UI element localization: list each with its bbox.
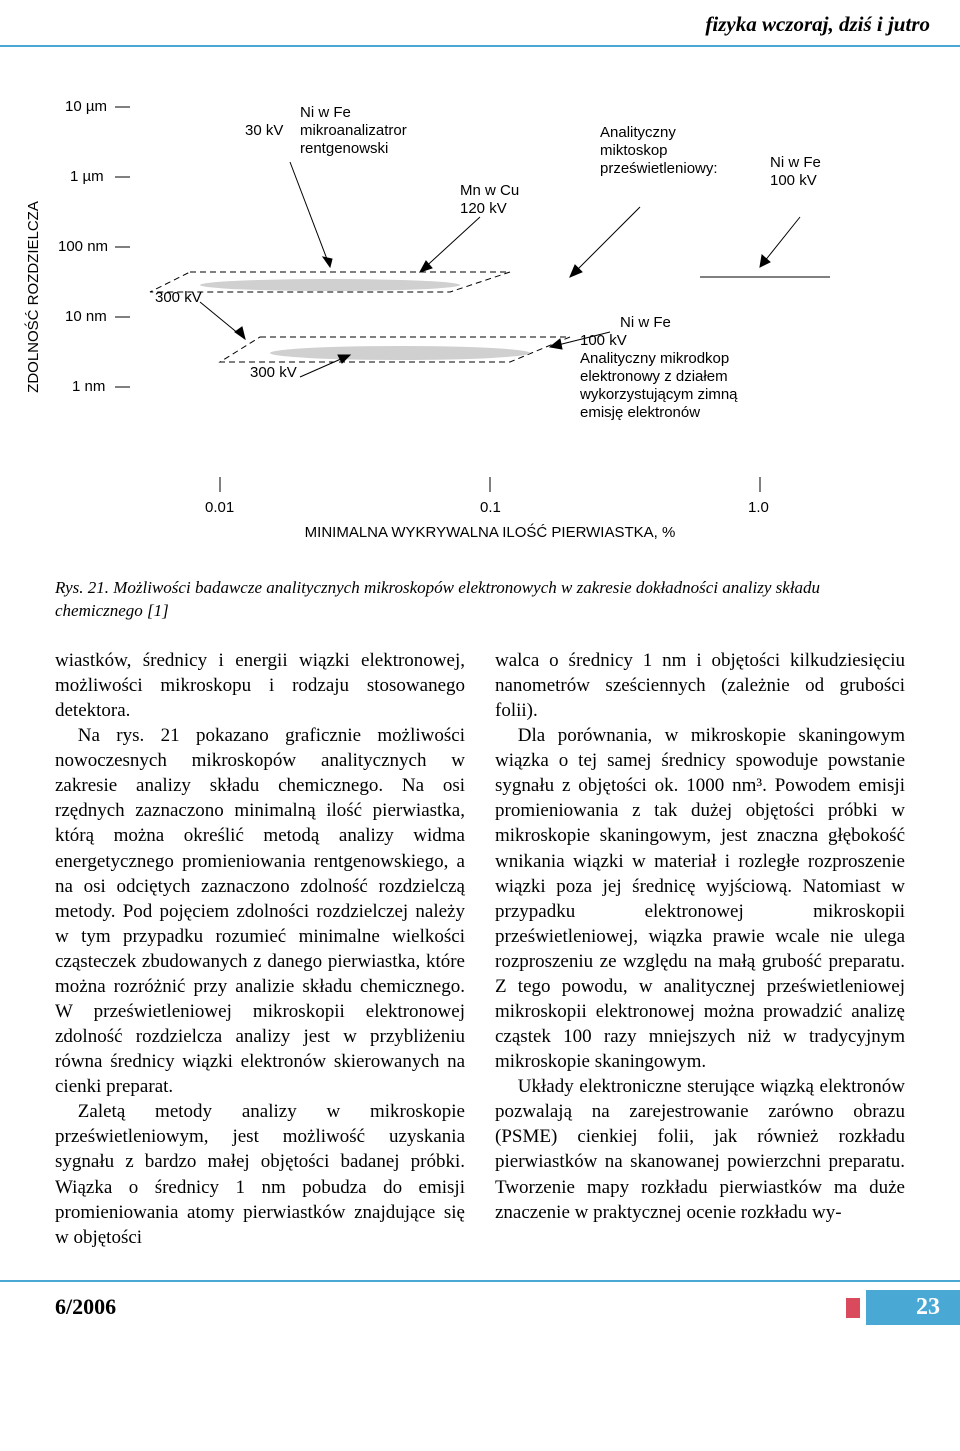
lbl-anal-b3: wykorzystującym zimną — [579, 386, 738, 403]
lbl-anal-b4: emisję elektronów — [580, 404, 700, 421]
lbl-anal-b1: Analityczny mikrodkop — [580, 350, 729, 367]
x-tick-1: 0.1 — [480, 499, 501, 516]
body-columns: wiastków, średnicy i energii wiązki elek… — [0, 643, 960, 1280]
lbl-ni-fe-r: Ni w Fe — [770, 154, 821, 171]
x-axis: 0.01 0.1 1.0 MINIMALNA WYKRYWALNA ILOŚĆ … — [205, 477, 769, 541]
left-p3: Zaletą metody analizy w mikroskopie prze… — [55, 1099, 465, 1249]
figure-caption: Rys. 21. Możliwości badawcze analityczny… — [0, 567, 960, 643]
page-number: 23 — [866, 1290, 960, 1325]
x-axis-title: MINIMALNA WYKRYWALNA ILOŚĆ PIERWIASTKA, … — [305, 523, 676, 541]
right-column: walca o średnicy 1 nm i objętości kilkud… — [495, 648, 905, 1250]
left-column: wiastków, średnicy i energii wiązki elek… — [55, 648, 465, 1250]
lbl-30kv: 30 kV — [245, 122, 283, 139]
lbl-mikro: mikroanalizatror — [300, 122, 407, 139]
lbl-anal1: Analityczny — [600, 124, 676, 141]
y-tick-3: 10 nm — [65, 308, 107, 325]
lbl-ni-fe-top: Ni w Fe — [300, 104, 351, 121]
lbl-anal-b2: elektronowy z działem — [580, 368, 728, 385]
y-tick-2: 100 nm — [58, 238, 108, 255]
lbl-anal2: miktoskop — [600, 142, 668, 159]
lbl-120kv: 120 kV — [460, 200, 507, 217]
y-tick-1: 1 µm — [70, 168, 104, 185]
y-tick-0: 10 µm — [65, 98, 107, 115]
header-title: fizyka wczoraj, dziś i jutro — [705, 12, 930, 36]
right-p2: Dla porównania, w mikroskopie skaningowy… — [495, 723, 905, 1074]
upper-region — [150, 272, 510, 292]
x-tick-2: 1.0 — [748, 499, 769, 516]
caption-text: Możliwości badawcze analitycznych mikros… — [55, 578, 820, 620]
lower-region — [220, 337, 570, 362]
caption-prefix: Rys. 21. — [55, 578, 109, 597]
page-header: fizyka wczoraj, dziś i jutro — [0, 0, 960, 47]
x-tick-0: 0.01 — [205, 499, 234, 516]
lbl-100kv-b: 100 kV — [580, 332, 627, 349]
lbl-rentg: rentgenowski — [300, 140, 388, 157]
page-footer: 6/2006 23 — [0, 1280, 960, 1340]
left-p1: wiastków, średnicy i energii wiązki elek… — [55, 648, 465, 723]
lbl-300kv-1: 300 kV — [155, 289, 202, 306]
lbl-100kv-r: 100 kV — [770, 172, 817, 189]
chart-svg: ZDOLNOŚĆ ROZDZIELCZA 10 µm 1 µm 100 nm 1… — [20, 77, 920, 557]
chart-labels: Ni w Fe 30 kV mikroanalizatror rentgenow… — [155, 104, 821, 421]
chart-container: ZDOLNOŚĆ ROZDZIELCZA 10 µm 1 µm 100 nm 1… — [20, 77, 940, 557]
y-tick-4: 1 nm — [72, 378, 105, 395]
y-axis: 10 µm 1 µm 100 nm 10 nm 1 nm — [58, 98, 130, 395]
lbl-anal3: prześwietleniowy: — [600, 160, 718, 177]
lbl-mn-cu: Mn w Cu — [460, 182, 519, 199]
lbl-300kv-2: 300 kV — [250, 364, 297, 381]
figure-21: ZDOLNOŚĆ ROZDZIELCZA 10 µm 1 µm 100 nm 1… — [0, 47, 960, 567]
y-axis-title: ZDOLNOŚĆ ROZDZIELCZA — [24, 201, 42, 393]
right-p1: walca o średnicy 1 nm i objętości kilkud… — [495, 648, 905, 723]
issue-number: 6/2006 — [55, 1294, 116, 1320]
left-p2: Na rys. 21 pokazano graficznie możliwośc… — [55, 723, 465, 1099]
right-p3: Układy elektroniczne sterujące wiązką el… — [495, 1074, 905, 1224]
lbl-ni-fe-b: Ni w Fe — [620, 314, 671, 331]
